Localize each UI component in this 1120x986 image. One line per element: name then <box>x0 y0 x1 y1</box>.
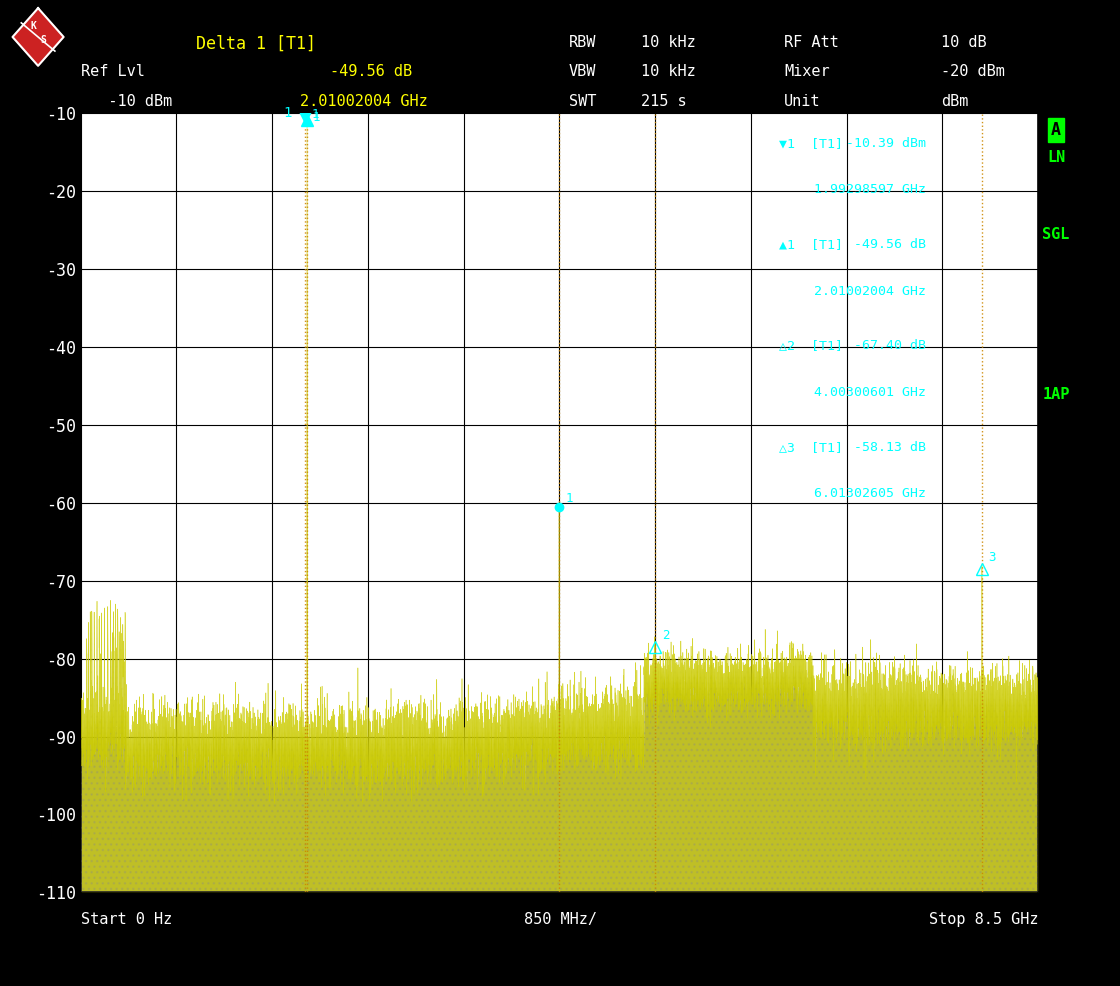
Text: 1: 1 <box>312 108 319 121</box>
Text: 10 dB: 10 dB <box>941 35 987 49</box>
Text: 850 MHz/: 850 MHz/ <box>523 912 597 927</box>
Text: Unit: Unit <box>784 94 821 108</box>
Text: Ref Lvl: Ref Lvl <box>81 64 144 79</box>
Text: 6.01302605 GHz: 6.01302605 GHz <box>813 487 925 500</box>
Text: 1: 1 <box>566 492 573 506</box>
Text: 215 s: 215 s <box>641 94 687 108</box>
Text: 1: 1 <box>283 106 291 120</box>
Text: LN: LN <box>1047 150 1065 166</box>
Text: RBW: RBW <box>569 35 596 49</box>
Text: -67.40 dB: -67.40 dB <box>853 339 925 352</box>
Text: -10 dBm: -10 dBm <box>81 94 171 108</box>
Text: -49.56 dB: -49.56 dB <box>853 238 925 251</box>
Text: ▲1  [T1]: ▲1 [T1] <box>780 238 843 251</box>
Text: ▼1  [T1]: ▼1 [T1] <box>780 137 843 150</box>
Text: -20 dBm: -20 dBm <box>941 64 1005 79</box>
Text: dBm: dBm <box>941 94 968 108</box>
Text: Stop 8.5 GHz: Stop 8.5 GHz <box>928 912 1038 927</box>
Text: VBW: VBW <box>569 64 596 79</box>
Text: △2  [T1]: △2 [T1] <box>780 339 843 352</box>
Text: 2.01002004 GHz: 2.01002004 GHz <box>300 94 428 108</box>
Text: 3: 3 <box>989 551 996 564</box>
Text: 10 kHz: 10 kHz <box>641 64 696 79</box>
Text: 1: 1 <box>312 110 320 124</box>
Text: 10 kHz: 10 kHz <box>641 35 696 49</box>
Text: S: S <box>40 35 47 45</box>
Text: -10.39 dBm: -10.39 dBm <box>846 137 925 150</box>
Text: A: A <box>1052 121 1061 139</box>
Text: 2: 2 <box>662 629 670 642</box>
Text: SWT: SWT <box>569 94 596 108</box>
Text: △3  [T1]: △3 [T1] <box>780 441 843 454</box>
Text: SGL: SGL <box>1043 227 1070 243</box>
Text: Mixer: Mixer <box>784 64 830 79</box>
Text: RF Att: RF Att <box>784 35 839 49</box>
Text: 1.99298597 GHz: 1.99298597 GHz <box>813 183 925 196</box>
Text: K: K <box>30 22 36 32</box>
Text: 4.00300601 GHz: 4.00300601 GHz <box>813 386 925 399</box>
Text: -49.56 dB: -49.56 dB <box>330 64 412 79</box>
Text: Start 0 Hz: Start 0 Hz <box>81 912 171 927</box>
Text: 2.01002004 GHz: 2.01002004 GHz <box>813 285 925 298</box>
Polygon shape <box>12 8 64 66</box>
Text: 1AP: 1AP <box>1043 387 1070 402</box>
Text: -58.13 dB: -58.13 dB <box>853 441 925 454</box>
Text: Delta 1 [T1]: Delta 1 [T1] <box>196 35 316 52</box>
